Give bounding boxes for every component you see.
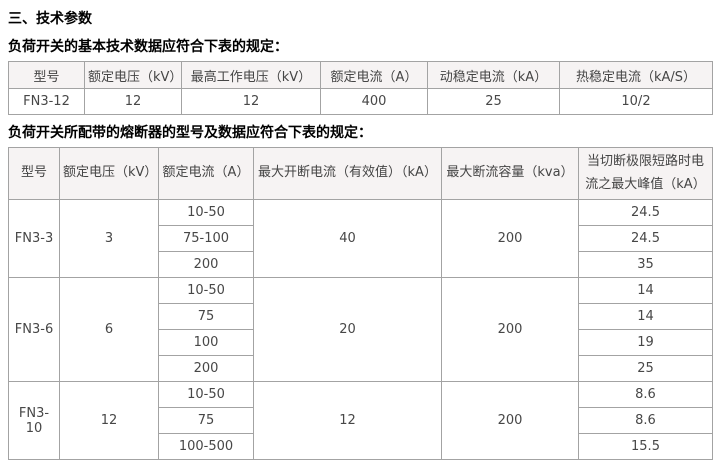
intro-text-fuse-data: 负荷开关所配带的熔断器的型号及数据应符合下表的规定： <box>8 125 372 141</box>
cell-rated-voltage: 12 <box>59 381 159 460</box>
cell-max-working-voltage: 12 <box>181 88 321 115</box>
cell-rated-current: 75 <box>158 303 254 330</box>
basic-parameters-table: 型号 额定电压（kV） 最高工作电压（kV） 额定电流（A） 动稳定电流（kA）… <box>8 61 713 115</box>
cell-rated-current: 100 <box>158 329 254 356</box>
fuse-parameters-table: 型号 额定电压（kV） 额定电流（A） 最大开断电流（有效值）（kA） 最大断流… <box>8 147 713 460</box>
table-row: 75 14 <box>9 303 713 330</box>
header-max-working-voltage: 最高工作电压（kV） <box>181 61 321 89</box>
header-rated-current: 额定电流（A） <box>158 147 254 200</box>
cell-max-peak-current: 14 <box>578 303 713 330</box>
cell-max-breaking-capacity: 200 <box>441 199 579 278</box>
table-row: FN3-6 6 10-50 20 200 14 <box>8 277 713 382</box>
table-row: 75 8.6 <box>9 407 713 434</box>
cell-rated-current: 10-50 <box>158 381 254 408</box>
table-row: 200 25 <box>9 355 713 382</box>
cell-rated-voltage: 3 <box>59 199 159 278</box>
header-model: 型号 <box>8 61 85 89</box>
cell-max-breaking-capacity: 200 <box>441 277 579 382</box>
header-rated-voltage: 额定电压（kV） <box>84 61 182 89</box>
table-row: FN3-3 3 10-50 40 200 24.5 <box>8 199 713 278</box>
cell-rated-voltage: 6 <box>59 277 159 382</box>
table-header-row: 型号 额定电压（kV） 额定电流（A） 最大开断电流（有效值）（kA） 最大断流… <box>8 147 713 200</box>
header-model: 型号 <box>8 147 60 200</box>
header-max-peak-current: 当切断极限短路时电流之最大峰值（kA） <box>578 147 713 200</box>
cell-dynamic-stable-current: 25 <box>427 88 560 115</box>
table-row: 75-100 24.5 <box>9 225 713 252</box>
cell-rated-current: 10-50 <box>158 277 254 304</box>
header-max-breaking-capacity: 最大断流容量（kva） <box>441 147 579 200</box>
cell-max-peak-current: 8.6 <box>578 381 713 408</box>
cell-rated-current: 400 <box>320 88 428 115</box>
cell-rated-current: 10-50 <box>158 199 254 226</box>
table-row: FN3-10 12 10-50 12 200 8.6 <box>8 381 713 460</box>
table-header-row: 型号 额定电压（kV） 最高工作电压（kV） 额定电流（A） 动稳定电流（kA）… <box>8 61 713 89</box>
table-row: 100-500 15.5 <box>9 433 713 460</box>
cell-max-breaking-current: 12 <box>253 381 442 460</box>
table-row: FN3-12 12 12 400 25 10/2 <box>8 88 713 115</box>
cell-max-breaking-current: 20 <box>253 277 442 382</box>
cell-max-peak-current: 8.6 <box>578 407 713 434</box>
cell-rated-current: 200 <box>158 355 254 382</box>
cell-model: FN3-3 <box>8 199 60 278</box>
table-row: 100 19 <box>9 329 713 356</box>
cell-max-peak-current: 24.5 <box>578 199 713 226</box>
header-dynamic-stable-current: 动稳定电流（kA） <box>427 61 560 89</box>
header-rated-voltage: 额定电压（kV） <box>59 147 159 200</box>
cell-model: FN3-10 <box>8 381 60 460</box>
intro-text-basic-data: 负荷开关的基本技术数据应符合下表的规定： <box>8 39 288 55</box>
cell-rated-current: 100-500 <box>158 433 254 460</box>
header-max-breaking-current: 最大开断电流（有效值）（kA） <box>253 147 442 200</box>
cell-max-peak-current: 35 <box>578 251 713 278</box>
cell-max-peak-current: 19 <box>578 329 713 356</box>
header-thermal-stable-current: 热稳定电流（kA/S） <box>559 61 713 89</box>
header-rated-current: 额定电流（A） <box>320 61 428 89</box>
cell-max-peak-current: 24.5 <box>578 225 713 252</box>
cell-rated-voltage: 12 <box>84 88 182 115</box>
cell-max-peak-current: 25 <box>578 355 713 382</box>
section-title: 三、技术参数 <box>8 11 92 27</box>
cell-max-breaking-capacity: 200 <box>441 381 579 460</box>
cell-model: FN3-12 <box>8 88 85 115</box>
cell-model: FN3-6 <box>8 277 60 382</box>
cell-max-peak-current: 14 <box>578 277 713 304</box>
cell-thermal-stable-current: 10/2 <box>559 88 713 115</box>
cell-rated-current: 75 <box>158 407 254 434</box>
cell-rated-current: 200 <box>158 251 254 278</box>
cell-max-peak-current: 15.5 <box>578 433 713 460</box>
cell-rated-current: 75-100 <box>158 225 254 252</box>
cell-max-breaking-current: 40 <box>253 199 442 278</box>
